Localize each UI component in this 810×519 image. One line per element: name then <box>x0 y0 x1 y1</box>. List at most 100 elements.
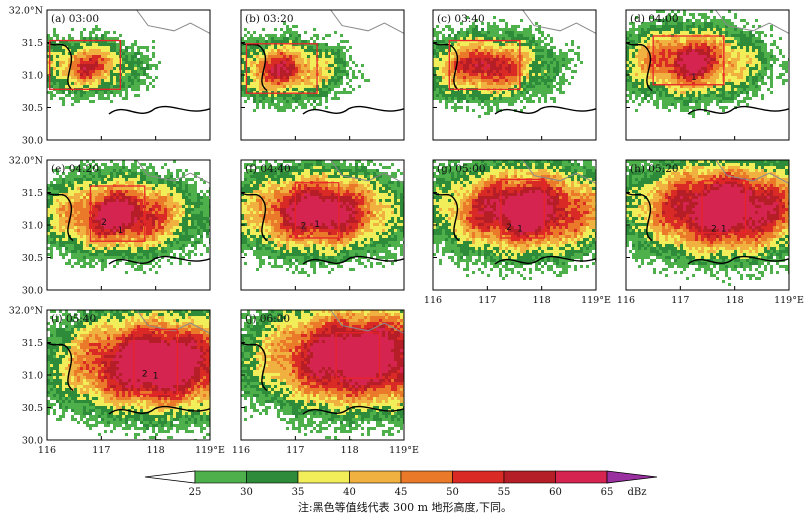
figure-note: 注:黑色等值线代表 300 m 地形高度,下同。 <box>298 500 512 514</box>
colorbar-segment <box>555 470 608 484</box>
colorbar-unit-label: dBz <box>627 487 646 498</box>
province-boundary <box>522 159 597 184</box>
province-boundary <box>330 159 405 184</box>
panel-label: (e) 04:20 <box>51 163 99 175</box>
panel-b: (b) 03:20 <box>240 9 405 141</box>
panel-label: (f) 04:40 <box>245 163 291 175</box>
y-tick-label: 32.0°N <box>9 6 43 17</box>
colorbar-low-arrow <box>144 470 196 484</box>
reflectivity-field <box>241 310 404 440</box>
colorbar-tick-label: 60 <box>549 487 562 498</box>
storm-tracking-box <box>335 332 381 379</box>
cell-marker-label: 1 <box>517 225 523 235</box>
cell-marker-label: 2 <box>506 223 512 233</box>
panel-c: (c) 03:40 <box>432 9 597 141</box>
colorbar-tick-label: 35 <box>292 487 305 498</box>
storm-tracking-box <box>448 39 521 90</box>
terrain-300m-contour <box>241 341 404 415</box>
panel-h: 2 1 (h) 05:20 <box>625 159 790 291</box>
y-tick-label: 30.5 <box>22 403 43 414</box>
x-tick-label: 119°E <box>389 445 419 456</box>
x-tick-label: 118 <box>147 445 165 456</box>
panel-label: (d) 04:00 <box>630 13 679 25</box>
panel-grid: (a) 03:00 (b) 03:20 (c) 03:401(d) 04:0021(… <box>46 9 790 441</box>
cell-marker-label: 2 <box>301 221 307 231</box>
cell-marker-label: 1 <box>117 226 123 236</box>
province-boundary <box>330 9 405 34</box>
cell-marker-label: 1 <box>153 371 159 381</box>
y-tick-label: 30.5 <box>22 253 43 264</box>
x-tick-label: 119°E <box>774 295 804 306</box>
province-boundary <box>136 9 211 34</box>
y-tick-label: 31.0 <box>22 371 43 382</box>
y-tick-label: 30.5 <box>22 103 43 114</box>
province-boundary <box>522 9 597 34</box>
x-tick-label: 117 <box>478 295 496 306</box>
terrain-300m-contour <box>433 191 596 265</box>
panel-label: (c) 03:40 <box>437 13 485 25</box>
colorbar-segment <box>503 470 556 484</box>
y-tick-label: 30.0 <box>22 436 43 447</box>
colorbar-tick-label: 50 <box>446 487 459 498</box>
panel-label: (b) 03:20 <box>245 13 294 25</box>
colorbar-tick-label: 65 <box>601 487 614 498</box>
province-boundary <box>715 9 790 34</box>
storm-tracking-box <box>133 328 179 396</box>
x-tick-label: 116 <box>424 295 442 306</box>
reflectivity-field <box>241 160 404 277</box>
y-tick-label: 31.0 <box>22 221 43 232</box>
cell-marker-label: 1 <box>691 73 697 83</box>
storm-tracking-box <box>49 39 121 90</box>
terrain-300m-contour <box>241 191 404 265</box>
y-tick-label: 30.0 <box>22 136 43 147</box>
panel-label: (j) 06:00 <box>245 313 290 325</box>
reflectivity-field <box>433 16 583 118</box>
cell-marker-label: 1 <box>314 220 320 230</box>
colorbar-segment <box>246 470 299 484</box>
y-tick-label: 31.5 <box>22 38 43 49</box>
storm-tracking-box <box>89 185 146 242</box>
colorbar-segment <box>349 470 402 484</box>
colorbar-segment <box>452 470 505 484</box>
panel-label: (a) 03:00 <box>51 13 99 25</box>
x-tick-label: 118 <box>533 295 551 306</box>
terrain-300m-contour <box>433 41 596 115</box>
colorbar-tick-label: 30 <box>240 487 253 498</box>
colorbar-segment <box>297 470 350 484</box>
x-tick-label: 119°E <box>581 295 611 306</box>
colorbar-segment <box>194 470 247 484</box>
terrain-300m-contour <box>47 191 210 265</box>
x-tick-label: 117 <box>671 295 689 306</box>
colorbar-tick-label: 45 <box>395 487 408 498</box>
panel-g: 2 1 (g) 05:00 <box>432 159 597 291</box>
cell-marker-label: 2 <box>142 369 148 379</box>
x-tick-label: 118 <box>341 445 359 456</box>
terrain-300m-contour <box>241 41 404 115</box>
terrain-300m-contour <box>626 191 789 265</box>
panel-label: (h) 05:20 <box>630 163 679 175</box>
panel-j: (j) 06:00 <box>240 309 405 441</box>
y-axis-labels: 32.0°N 31.5 31.0 30.5 30.0 32.0°N 31.5 31.0 30.5… <box>9 6 43 447</box>
colorbar-tick-label: 55 <box>498 487 511 498</box>
province-boundary <box>715 159 790 184</box>
x-tick-label: 116 <box>617 295 635 306</box>
x-tick-label: 119°E <box>195 445 225 456</box>
x-tick-label: 116 <box>232 445 250 456</box>
panel-e: 21 (e) 04:20 <box>46 159 211 291</box>
x-tick-label: 117 <box>286 445 304 456</box>
x-tick-label: 117 <box>92 445 110 456</box>
storm-tracking-box <box>652 35 725 86</box>
panel-label: (i) 05:40 <box>51 313 96 325</box>
y-tick-label: 31.5 <box>22 338 43 349</box>
province-boundary <box>136 309 211 334</box>
y-tick-label: 30.0 <box>22 286 43 297</box>
y-tick-label: 32.0°N <box>9 156 43 167</box>
colorbar-tick-label: 25 <box>189 487 202 498</box>
panel-label: (g) 05:00 <box>437 163 486 175</box>
x-tick-label: 118 <box>726 295 744 306</box>
terrain-300m-contour <box>626 41 789 115</box>
reflectivity-field <box>626 160 789 286</box>
cell-marker-label: 2 <box>711 225 717 235</box>
terrain-300m-contour <box>47 41 210 115</box>
